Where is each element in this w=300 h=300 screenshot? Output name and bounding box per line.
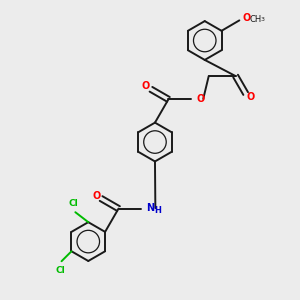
Text: CH: CH [250, 15, 262, 24]
Text: O: O [93, 190, 101, 200]
Text: 3: 3 [261, 17, 265, 22]
Text: O: O [142, 81, 150, 91]
Text: O: O [242, 14, 250, 23]
Text: Cl: Cl [56, 266, 65, 275]
Text: Cl: Cl [68, 199, 78, 208]
Text: H: H [154, 206, 161, 214]
Text: N: N [146, 203, 154, 213]
Text: O: O [247, 92, 255, 101]
Text: O: O [196, 94, 205, 104]
